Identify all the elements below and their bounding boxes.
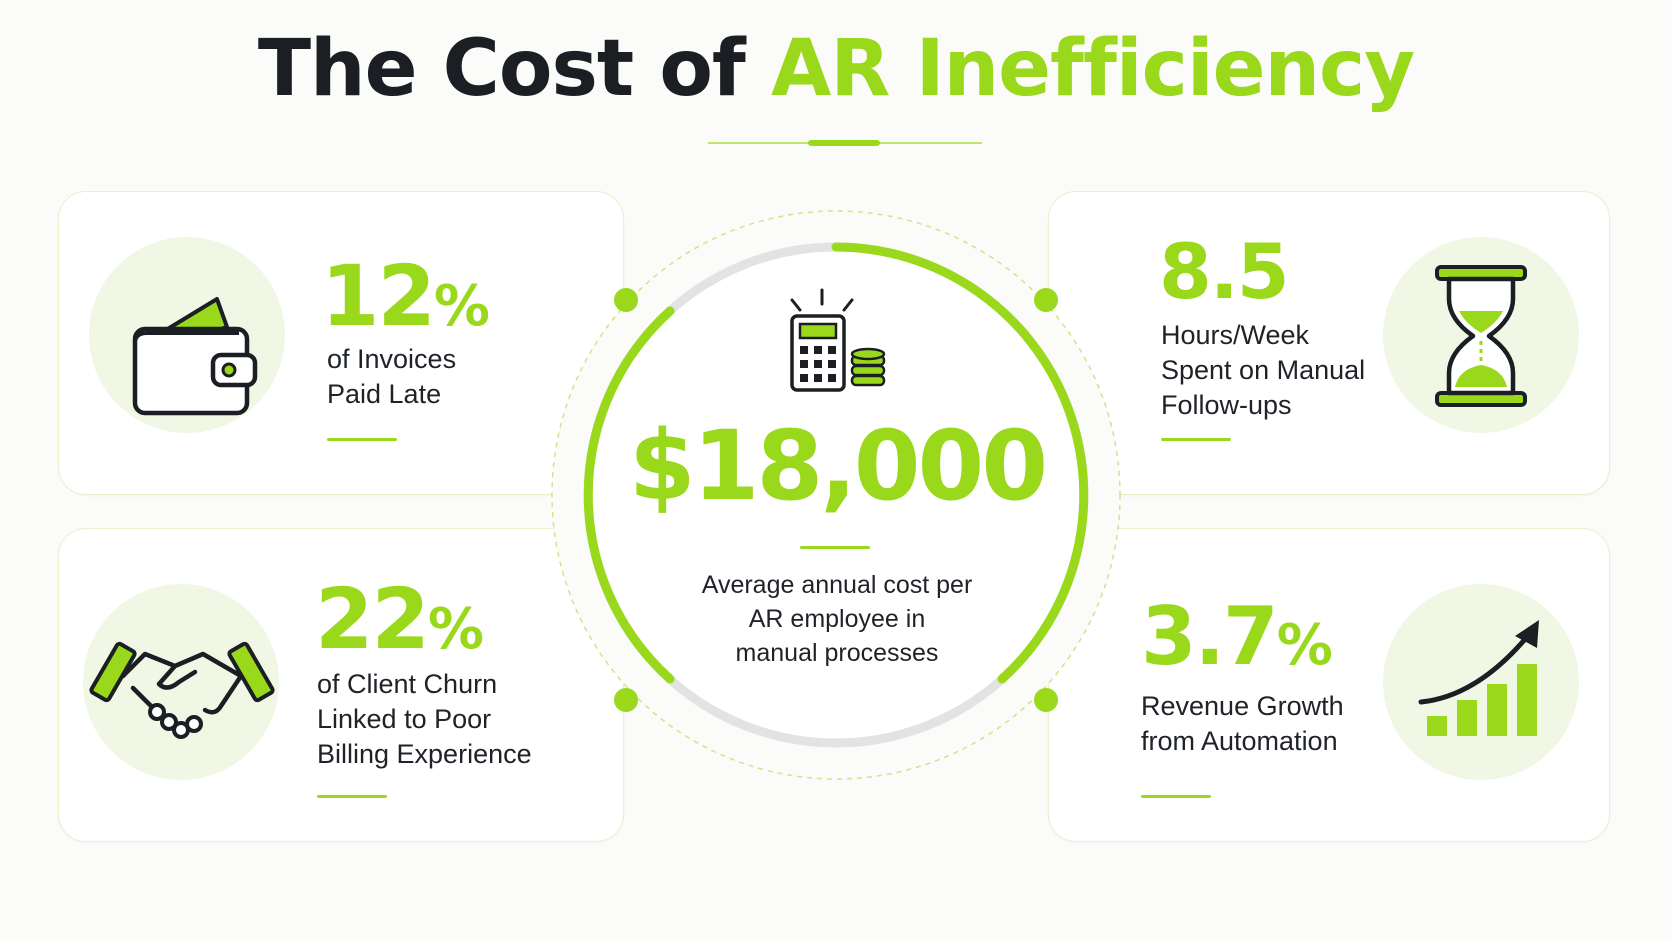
title-accent: AR Inefficiency xyxy=(771,24,1415,114)
stat-card-revenue-growth: 3.7% Revenue Growth from Automation xyxy=(1048,528,1610,842)
stat-description: of Client Churn Linked to Poor Billing E… xyxy=(317,669,532,769)
page-title: The Cost of AR Inefficiency xyxy=(0,30,1672,108)
stat-value: 22% xyxy=(315,570,485,668)
stat-value: 8.5 xyxy=(1159,227,1290,316)
stat-value: 12% xyxy=(321,247,491,345)
center-description: Average annual cost per AR employee in m… xyxy=(701,571,973,667)
stat-description: Hours/Week Spent on Manual Follow-ups xyxy=(1161,320,1366,420)
growth-chart-icon xyxy=(1383,584,1579,780)
stat-underline xyxy=(1141,795,1211,798)
stat-card-manual-hours: 8.5 Hours/Week Spent on Manual Follow-up… xyxy=(1048,191,1610,495)
stat-underline xyxy=(1161,438,1231,441)
title-main: The Cost of xyxy=(257,24,772,114)
stat-description: Revenue Growth from Automation xyxy=(1141,691,1344,756)
stat-value: 3.7% xyxy=(1141,590,1333,683)
stat-underline xyxy=(317,795,387,798)
stat-underline xyxy=(327,438,397,441)
center-underline xyxy=(800,546,870,549)
stat-card-client-churn: 22% of Client Churn Linked to Poor Billi… xyxy=(58,528,624,842)
center-amount: $18,000 xyxy=(628,410,1048,522)
calculator-coins-icon xyxy=(790,288,886,392)
stat-card-late-invoices: 12% of Invoices Paid Late xyxy=(58,191,624,495)
wallet-icon xyxy=(89,237,285,433)
hourglass-icon xyxy=(1383,237,1579,433)
handshake-icon xyxy=(83,584,279,780)
title-divider-accent xyxy=(808,140,880,146)
stat-description: of Invoices Paid Late xyxy=(327,344,457,409)
